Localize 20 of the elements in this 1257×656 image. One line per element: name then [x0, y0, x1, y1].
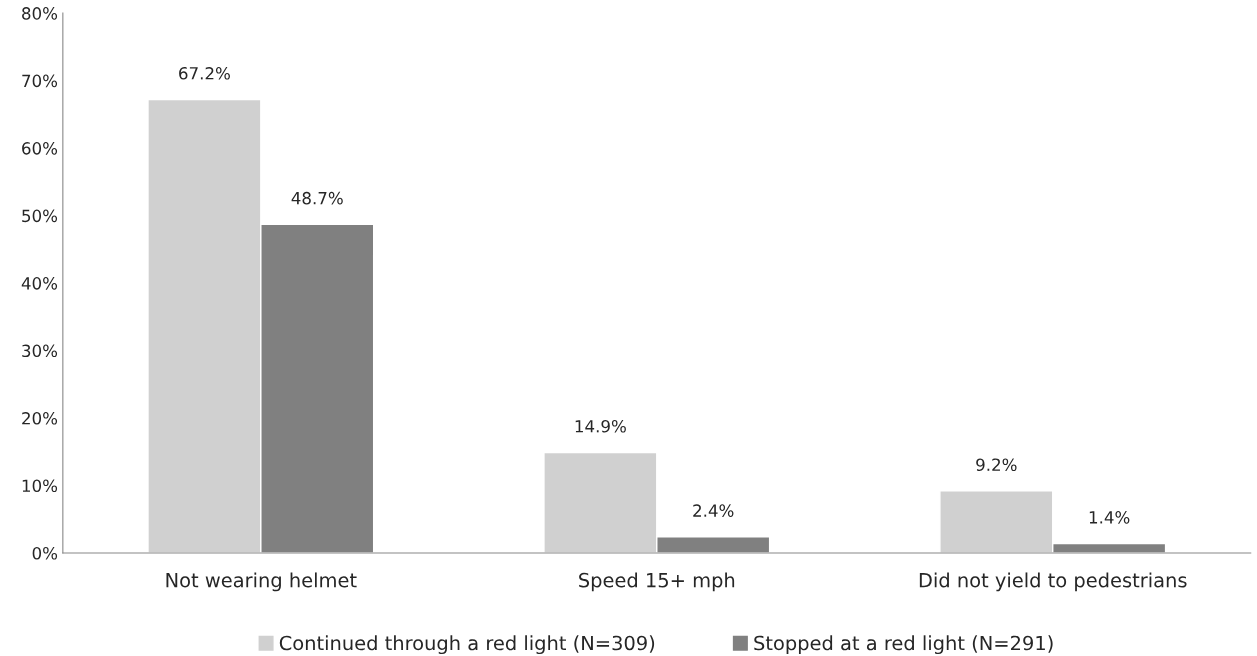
- legend-label: Continued through a red light (N=309): [279, 635, 655, 655]
- y-tick-label: 10%: [22, 479, 58, 493]
- data-label: 48.7%: [291, 191, 343, 205]
- data-label: 1.4%: [1089, 511, 1130, 524]
- y-tick-label: 0%: [32, 546, 58, 560]
- data-label: 2.4%: [693, 504, 734, 517]
- data-label: 9.2%: [976, 458, 1017, 472]
- x-tick-label: Speed 15+ mph: [579, 572, 735, 592]
- data-label: 14.9%: [575, 419, 626, 433]
- x-tick-label: Not wearing helmet: [166, 572, 357, 592]
- data-label: 67.2%: [179, 67, 230, 80]
- y-tick-label: 20%: [22, 412, 58, 425]
- y-tick-label: 60%: [22, 142, 58, 155]
- y-tick-label: 80%: [22, 7, 58, 20]
- y-tick-label: 30%: [22, 344, 58, 358]
- y-tick-label: 70%: [22, 74, 58, 88]
- x-tick-label: Did not yield to pedestrians: [919, 572, 1187, 592]
- y-tick-label: 40%: [21, 277, 58, 290]
- legend-label: Stopped at a red light (N=291): [754, 635, 1053, 655]
- y-tick-label: 50%: [22, 209, 58, 223]
